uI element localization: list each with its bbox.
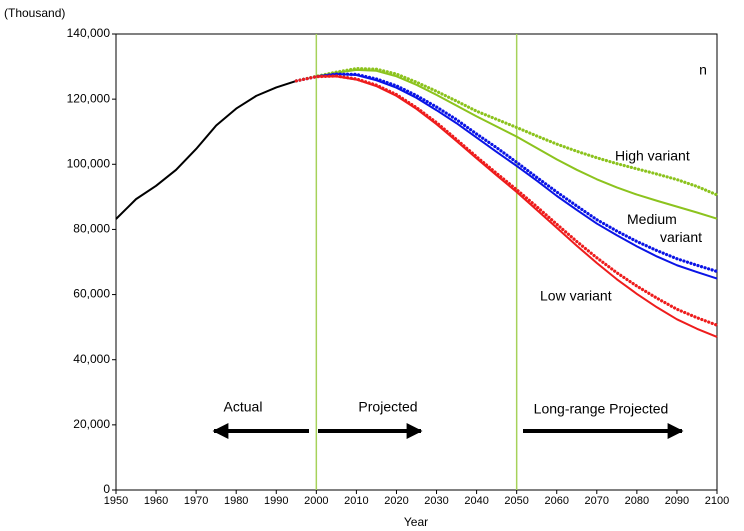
x-tick-label: 2020	[384, 495, 408, 507]
x-tick-label: 2090	[665, 495, 689, 507]
x-tick-label: 2060	[544, 495, 568, 507]
x-tick-label: 2010	[344, 495, 368, 507]
series-line	[294, 66, 719, 197]
plot-area	[115, 33, 718, 491]
annotation: Long-range Projected	[534, 401, 669, 417]
series-line	[316, 75, 718, 338]
x-axis-label: Year	[404, 515, 428, 529]
unit-label: (Thousand)	[4, 6, 65, 20]
x-tick-label: 2040	[464, 495, 488, 507]
y-tick-label: 140,000	[67, 26, 111, 40]
x-tick-label: 2050	[504, 495, 528, 507]
series-line	[115, 79, 297, 220]
series-label: High variant	[615, 148, 690, 164]
x-tick-label: 2080	[625, 495, 649, 507]
x-tick-label: 1950	[104, 495, 128, 507]
x-tick-label: 2100	[705, 495, 729, 507]
annotation: Actual	[224, 399, 263, 415]
y-tick-label: 20,000	[73, 417, 110, 431]
x-tick-label: 2070	[585, 495, 609, 507]
x-tick-label: 1960	[144, 495, 168, 507]
series-line	[316, 68, 718, 220]
series-label: Medium variant	[627, 211, 702, 245]
y-tick-label: 100,000	[67, 156, 111, 170]
y-tick-label: 40,000	[73, 352, 110, 366]
y-tick-label: 60,000	[73, 287, 110, 301]
x-tick-label: 1990	[264, 495, 288, 507]
x-tick-label: 2000	[304, 495, 328, 507]
series-label: Low variant	[540, 288, 612, 304]
x-tick-label: 2030	[424, 495, 448, 507]
x-tick-label: 1980	[224, 495, 248, 507]
series-line	[316, 73, 718, 280]
y-tick-label: 120,000	[67, 91, 111, 105]
annotation: n	[699, 62, 707, 78]
y-tick-label: 0	[103, 482, 110, 496]
annotation: Projected	[358, 399, 417, 415]
x-tick-label: 1970	[184, 495, 208, 507]
y-tick-label: 80,000	[73, 222, 110, 236]
